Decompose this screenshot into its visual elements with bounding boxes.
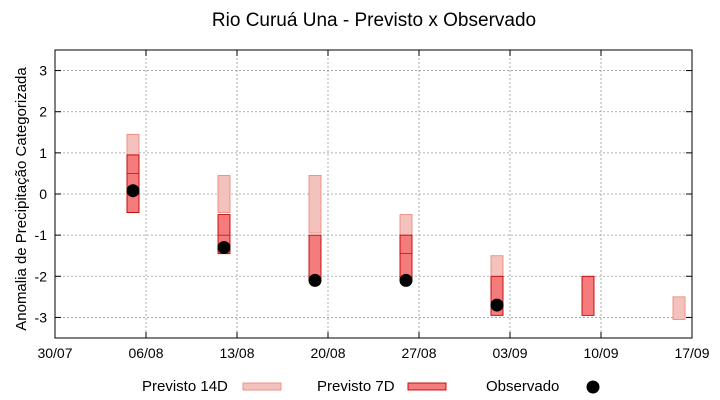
x-tick-label: 30/07 bbox=[37, 345, 72, 361]
x-tick-label: 13/08 bbox=[219, 345, 254, 361]
previsto-7d-bar bbox=[308, 234, 322, 281]
y-tick-label: 0 bbox=[39, 186, 47, 202]
axes: -3 -2 -1 0 1 2 3 30/07 06/08 13/08 20/08 27/08 03/09… bbox=[35, 49, 710, 361]
previsto-14d-bar bbox=[217, 175, 231, 213]
x-tick-label: 06/08 bbox=[128, 345, 163, 361]
x-tick-label: 17/09 bbox=[674, 345, 709, 361]
previsto-7d-bar bbox=[581, 275, 595, 316]
legend-swatch-observado bbox=[586, 380, 600, 394]
legend-swatch-previsto-14d bbox=[242, 382, 282, 391]
x-tick-label: 10/09 bbox=[583, 345, 618, 361]
observado-point bbox=[308, 273, 322, 287]
observado-point bbox=[126, 184, 140, 198]
grid bbox=[55, 50, 692, 338]
observado-point bbox=[490, 298, 504, 312]
plot-border bbox=[54, 49, 693, 339]
legend-label-previsto-14d: Previsto 14D bbox=[142, 378, 228, 395]
y-tick-label: 3 bbox=[39, 63, 47, 79]
x-tick-label: 20/08 bbox=[310, 345, 345, 361]
previsto-14d-bar bbox=[308, 175, 322, 234]
y-tick-label: 1 bbox=[39, 145, 47, 161]
legend-label-observado: Observado bbox=[486, 378, 559, 395]
observado-point bbox=[399, 273, 413, 287]
x-tick-label: 03/09 bbox=[492, 345, 527, 361]
legend: Previsto 14D Previsto 7D Observado bbox=[142, 378, 600, 395]
plot-area bbox=[126, 133, 686, 320]
previsto-7d-bar bbox=[126, 154, 140, 213]
previsto-14d-bar bbox=[672, 296, 686, 320]
chart-title: Rio Curuá Una - Previsto x Observado bbox=[212, 10, 536, 31]
y-tick-label: -3 bbox=[35, 309, 48, 325]
observado-point bbox=[217, 240, 231, 254]
previsto-7d-bar bbox=[399, 234, 413, 281]
y-tick-label: 2 bbox=[39, 104, 47, 120]
legend-swatch-previsto-7d bbox=[407, 382, 447, 391]
y-axis-label: Anomalia de Precipitação Categorizada bbox=[13, 67, 30, 331]
y-tick-label: -1 bbox=[35, 227, 48, 243]
x-tick-label: 27/08 bbox=[401, 345, 436, 361]
y-tick-label: -2 bbox=[35, 268, 48, 284]
legend-label-previsto-7d: Previsto 7D bbox=[317, 378, 395, 395]
